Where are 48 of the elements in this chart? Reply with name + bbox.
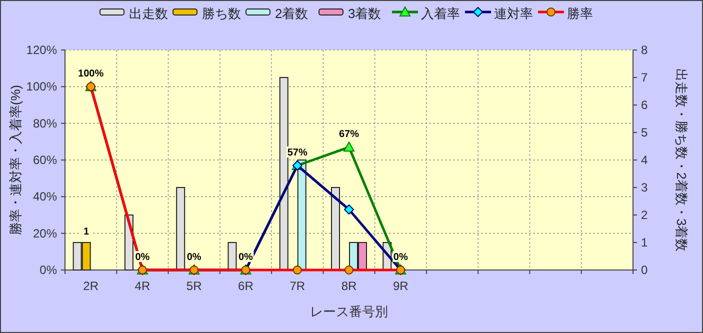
data-label: 57% xyxy=(287,148,308,158)
point xyxy=(344,204,354,214)
legend-label: 勝率 xyxy=(567,6,593,21)
data-label: 67% xyxy=(338,129,360,140)
y-axis-title: 勝率・連対率・入着率(%) xyxy=(8,84,23,236)
x-tick-label: 8R xyxy=(341,279,357,293)
legend-label: 連対率 xyxy=(494,6,533,21)
data-label: 0% xyxy=(238,252,254,263)
bar xyxy=(279,77,288,270)
y-tick-label: 120% xyxy=(26,43,58,57)
bar xyxy=(176,187,186,270)
y-tick-label: 80% xyxy=(32,116,58,130)
y2-tick-label: 7 xyxy=(641,70,648,84)
data-label: 100% xyxy=(78,68,104,80)
x-tick-label: 5R xyxy=(186,279,202,293)
y2-tick-label: 4 xyxy=(641,153,648,167)
y2-tick-label: 3 xyxy=(641,180,648,194)
y-tick-label: 40% xyxy=(32,190,58,204)
legend-label: 2着数 xyxy=(275,6,308,21)
y-tick-label: 100% xyxy=(26,80,58,94)
y2-tick-label: 1 xyxy=(641,236,648,250)
y2-tick-label: 5 xyxy=(641,126,648,140)
x-tick-label: 9R xyxy=(392,279,409,293)
data-label: 0% xyxy=(135,252,150,263)
y2-tick-label: 8 xyxy=(641,43,648,57)
y-tick-label: 20% xyxy=(32,226,58,240)
point xyxy=(344,142,354,152)
y2-axis-title: 出走数・勝ち数・2着数・3着数 xyxy=(674,68,689,252)
bar xyxy=(297,160,306,270)
y2-tick-label: 2 xyxy=(641,208,648,222)
x-tick-label: 4R xyxy=(134,279,150,293)
y-tick-label: 0% xyxy=(40,263,58,277)
x-tick-label: 7R xyxy=(290,279,306,293)
data-label: 0% xyxy=(393,252,408,263)
bar xyxy=(331,187,340,270)
y-tick-label: 60% xyxy=(32,153,58,167)
legend-label: 3着数 xyxy=(348,6,382,21)
y2-tick-label: 6 xyxy=(641,98,648,112)
y2-tick-label: 0 xyxy=(641,263,648,277)
x-tick-label: 2R xyxy=(83,279,99,293)
legend-label: 出走数 xyxy=(129,6,168,21)
x-axis-title: レース番号別 xyxy=(310,304,388,319)
data-label: 0% xyxy=(186,252,202,263)
legend-label: 入着率 xyxy=(421,6,460,21)
bar xyxy=(228,242,237,270)
data-label: 1 xyxy=(84,226,90,238)
x-tick-label: 6R xyxy=(238,279,254,293)
legend-label: 勝ち数 xyxy=(202,6,241,21)
